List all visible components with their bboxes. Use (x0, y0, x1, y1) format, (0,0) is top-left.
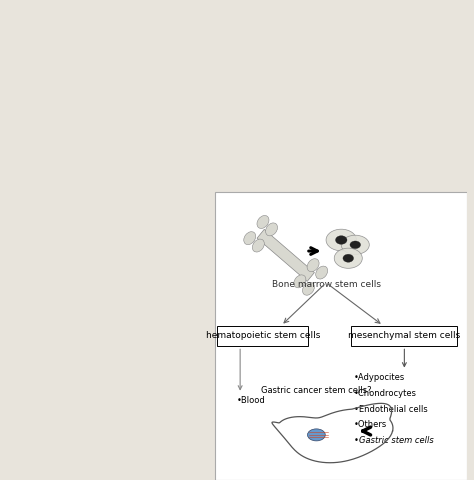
Text: •Adypocites: •Adypocites (354, 373, 405, 382)
FancyBboxPatch shape (351, 325, 457, 347)
Text: •Blood: •Blood (237, 396, 265, 405)
Text: •Chondrocytes: •Chondrocytes (354, 389, 417, 398)
Ellipse shape (334, 248, 362, 268)
Text: •Endothelial cells: •Endothelial cells (354, 405, 428, 414)
FancyBboxPatch shape (218, 325, 309, 347)
Text: •Others: •Others (354, 420, 387, 430)
Ellipse shape (350, 241, 361, 249)
Ellipse shape (326, 229, 356, 251)
Ellipse shape (265, 223, 278, 236)
FancyBboxPatch shape (215, 192, 467, 480)
Ellipse shape (343, 254, 354, 262)
Ellipse shape (294, 275, 306, 288)
Ellipse shape (341, 235, 369, 254)
Polygon shape (257, 229, 314, 281)
Ellipse shape (244, 232, 256, 245)
Text: Bone marrow stem cells: Bone marrow stem cells (272, 280, 381, 289)
Ellipse shape (336, 236, 347, 244)
Text: Gastric cancer stem cells?: Gastric cancer stem cells? (261, 386, 371, 395)
Ellipse shape (302, 282, 314, 295)
Ellipse shape (307, 259, 319, 272)
Ellipse shape (316, 266, 328, 279)
Text: •Gastric stem cells: •Gastric stem cells (354, 436, 433, 445)
Ellipse shape (308, 429, 325, 441)
Ellipse shape (252, 239, 264, 252)
Ellipse shape (257, 216, 269, 228)
Text: hematopoietic stem cells: hematopoietic stem cells (206, 332, 320, 340)
Text: mesenchymal stem cells: mesenchymal stem cells (348, 332, 460, 340)
